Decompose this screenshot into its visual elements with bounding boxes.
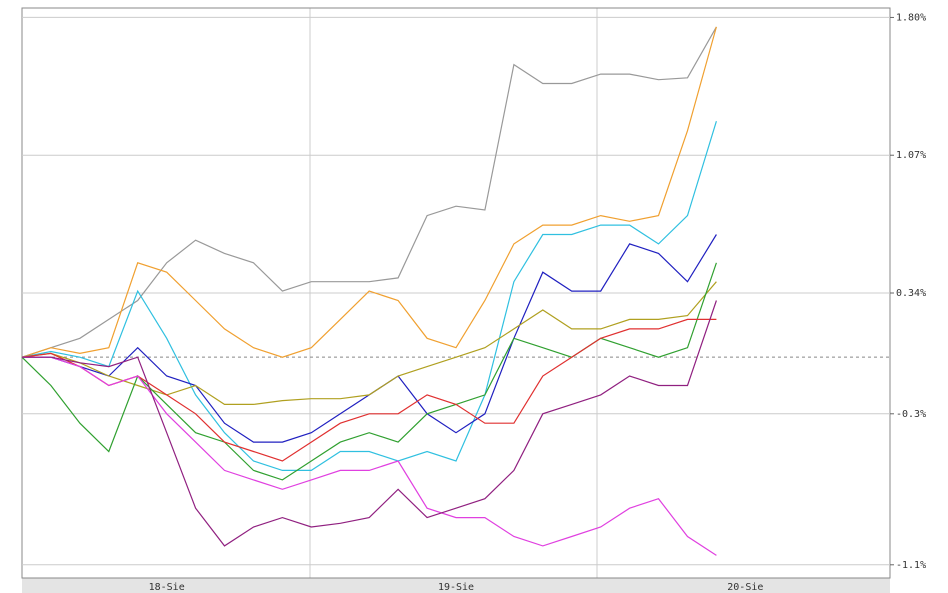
- series-line: [21, 26, 717, 358]
- series-line: [21, 26, 717, 358]
- series-line: [22, 356, 717, 556]
- x-tick-label: 19-Sie: [438, 582, 474, 593]
- series-line: [21, 121, 717, 471]
- x-axis-band: [22, 578, 890, 593]
- y-tick-label: 0.34%: [896, 288, 926, 299]
- series-line: [22, 300, 717, 547]
- y-tick-label: 1.80%: [896, 12, 926, 23]
- series-line: [21, 281, 717, 405]
- x-tick-label: 20-Sie: [727, 582, 763, 593]
- y-tick-label: 1.07%: [896, 150, 926, 161]
- y-tick-label: -0.3%: [896, 409, 926, 420]
- x-tick-label: 18-Sie: [149, 582, 185, 593]
- y-tick-label: -1.1%: [896, 560, 926, 571]
